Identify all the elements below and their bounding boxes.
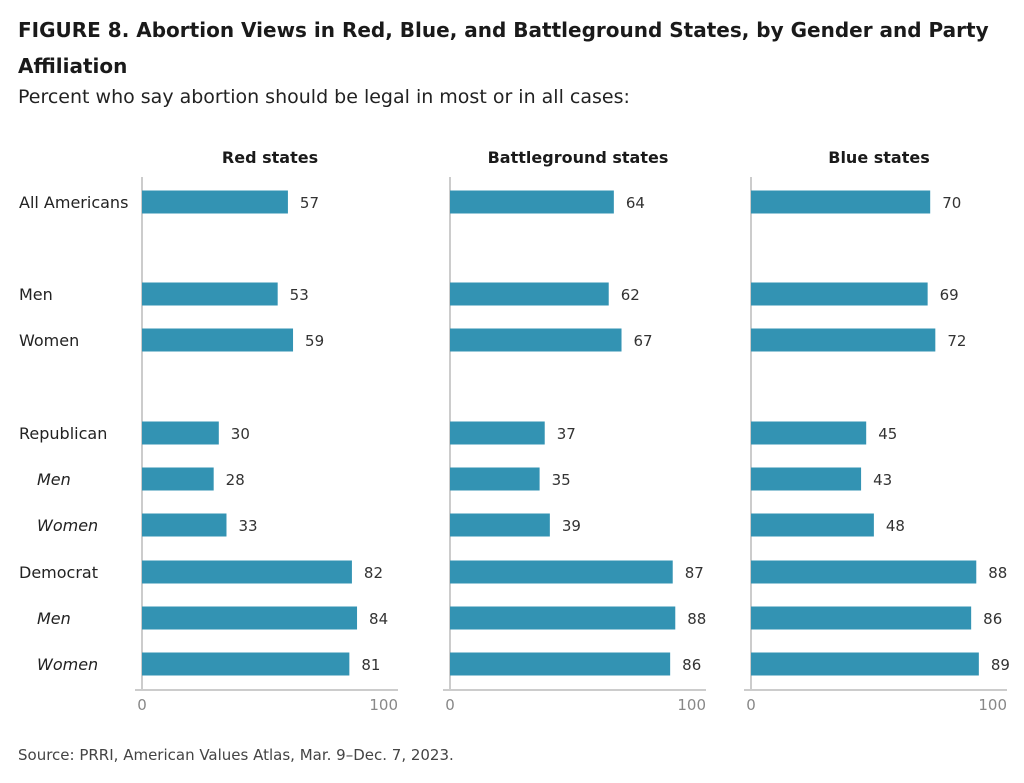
bar — [751, 606, 972, 630]
data-label: 88 — [687, 610, 706, 628]
data-label: 81 — [361, 656, 380, 674]
data-label: 53 — [290, 286, 309, 304]
bar — [450, 560, 673, 584]
bar — [142, 606, 358, 630]
bar — [450, 421, 545, 445]
category-label: Democrat — [19, 563, 98, 582]
bar — [450, 467, 540, 491]
data-label: 30 — [231, 425, 250, 443]
data-label: 82 — [364, 564, 383, 582]
data-label: 88 — [988, 564, 1007, 582]
data-label: 35 — [552, 471, 571, 489]
bar — [751, 328, 936, 352]
bar — [142, 560, 352, 584]
data-label: 69 — [940, 286, 959, 304]
data-label: 72 — [947, 332, 966, 350]
bar — [142, 190, 288, 214]
bar — [142, 282, 278, 306]
data-label: 28 — [226, 471, 245, 489]
category-label: Women — [37, 516, 98, 535]
bar — [450, 513, 550, 537]
tick-label: 0 — [137, 696, 147, 714]
category-label: Republican — [19, 424, 107, 443]
bar — [450, 190, 614, 214]
bar — [142, 513, 227, 537]
category-label: Men — [19, 285, 53, 304]
bar — [142, 652, 350, 676]
data-label: 70 — [942, 194, 961, 212]
data-label: 67 — [634, 332, 653, 350]
tick-label: 0 — [445, 696, 455, 714]
data-label: 86 — [983, 610, 1002, 628]
bar — [751, 467, 862, 491]
chart-title: FIGURE 8. Abortion Views in Red, Blue, a… — [18, 18, 989, 78]
data-label: 39 — [562, 517, 581, 535]
data-label: 86 — [682, 656, 701, 674]
panel-title: Red states — [222, 148, 318, 167]
bar — [751, 513, 874, 537]
bar — [142, 467, 214, 491]
tick-label: 100 — [369, 696, 398, 714]
category-label: All Americans — [19, 193, 128, 212]
category-label: Women — [19, 331, 79, 350]
tick-label: 0 — [746, 696, 756, 714]
data-label: 45 — [878, 425, 897, 443]
bar — [142, 328, 294, 352]
data-label: 33 — [238, 517, 257, 535]
bar — [450, 328, 622, 352]
data-label: 59 — [305, 332, 324, 350]
bar — [450, 652, 671, 676]
chart-subtitle: Percent who say abortion should be legal… — [18, 86, 630, 108]
bar — [142, 421, 219, 445]
panel-title: Battleground states — [488, 148, 669, 167]
data-label: 64 — [626, 194, 645, 212]
data-label: 43 — [873, 471, 892, 489]
category-label: Men — [37, 470, 71, 489]
category-label: Women — [37, 655, 98, 674]
bar — [751, 282, 928, 306]
bar — [450, 606, 676, 630]
bar — [751, 421, 867, 445]
category-label: Men — [37, 609, 71, 628]
data-label: 89 — [991, 656, 1010, 674]
data-label: 57 — [300, 194, 319, 212]
panel-title: Blue states — [828, 148, 929, 167]
tick-label: 100 — [978, 696, 1007, 714]
data-label: 62 — [621, 286, 640, 304]
data-label: 87 — [685, 564, 704, 582]
bar — [751, 190, 931, 214]
data-label: 37 — [557, 425, 576, 443]
data-label: 48 — [886, 517, 905, 535]
bar — [751, 652, 979, 676]
tick-label: 100 — [677, 696, 706, 714]
bar — [450, 282, 609, 306]
data-label: 84 — [369, 610, 388, 628]
bar — [751, 560, 977, 584]
source-note: Source: PRRI, American Values Atlas, Mar… — [18, 746, 454, 764]
